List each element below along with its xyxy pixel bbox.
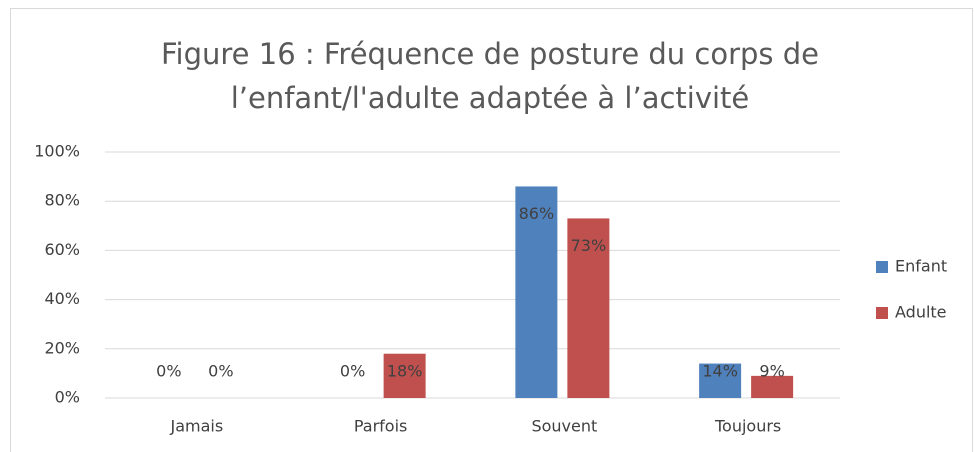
chart-border [10,8,973,452]
x-tick-label: Parfois [354,417,408,436]
y-tick-label: 80% [44,191,80,210]
data-label: 73% [571,236,607,255]
data-label: 0% [208,362,233,381]
legend-label: Enfant [895,257,947,276]
y-tick-label: 20% [44,338,80,357]
data-label: 0% [340,362,365,381]
data-label: 14% [702,362,738,381]
data-label: 86% [519,204,555,223]
x-tick-label: Toujours [714,417,781,436]
data-label: 0% [156,362,181,381]
legend-swatch [876,261,888,273]
data-label: 18% [387,362,423,381]
y-tick-label: 100% [34,142,80,161]
bar [567,218,610,398]
bar [699,363,742,398]
x-tick-label: Souvent [531,417,597,436]
chart-title: l’enfant/l'adulte adaptée à l’activité [231,81,750,115]
bar [515,186,558,398]
y-tick-label: 60% [44,240,80,259]
data-label: 9% [759,362,784,381]
chart-title: Figure 16 : Fréquence de posture du corp… [161,37,819,71]
y-tick-label: 40% [44,289,80,308]
bar [383,353,426,398]
legend-label: Adulte [895,303,947,322]
bar [751,375,794,398]
legend-swatch [876,307,888,319]
x-tick-label: Jamais [170,417,224,436]
y-tick-label: 0% [55,388,80,407]
